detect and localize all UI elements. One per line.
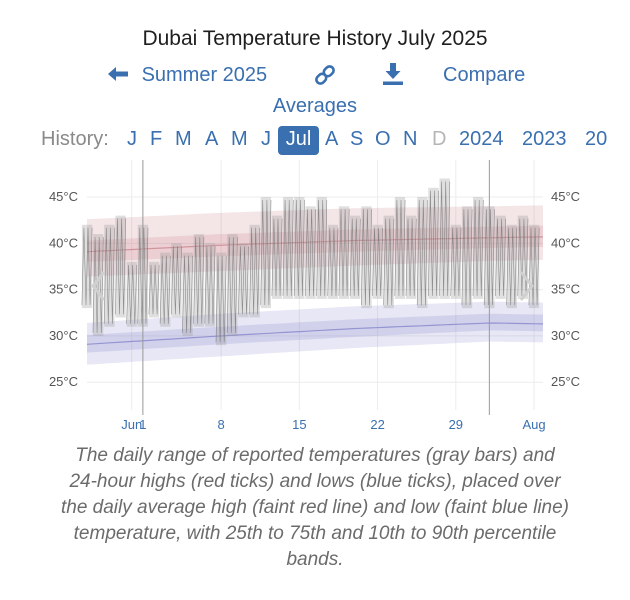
daily-trace bbox=[126, 264, 138, 324]
month-aug[interactable]: A bbox=[325, 128, 339, 150]
daily-trace bbox=[495, 218, 506, 296]
low-p10-p90-band bbox=[87, 301, 543, 365]
daily-trace bbox=[293, 199, 305, 296]
daily-trace bbox=[226, 237, 238, 333]
y-tick-label-right: 45°C bbox=[551, 189, 580, 204]
daily-trace bbox=[517, 218, 529, 296]
y-tick-label-right: 25°C bbox=[551, 374, 580, 389]
y-tick-label-left: 30°C bbox=[49, 328, 78, 343]
daily-trace bbox=[439, 181, 451, 296]
y-tick-label-left: 25°C bbox=[49, 374, 78, 389]
daily-trace bbox=[260, 199, 272, 306]
daily-trace bbox=[103, 227, 115, 324]
x-tick-label: Jun bbox=[121, 417, 142, 432]
low-p25-p75-band bbox=[87, 313, 543, 353]
back-button-label: Summer 2025 bbox=[141, 64, 268, 86]
daily-trace bbox=[361, 209, 372, 306]
daily-trace bbox=[148, 264, 160, 315]
daily-trace bbox=[383, 218, 395, 306]
daily-trace bbox=[338, 209, 350, 296]
y-tick-label-right: 40°C bbox=[551, 235, 580, 250]
x-tick-label: Aug bbox=[522, 417, 545, 432]
daily-trace bbox=[159, 255, 171, 324]
chart-month-lines bbox=[142, 158, 490, 415]
month-oct[interactable]: O bbox=[375, 128, 391, 150]
month-sep[interactable]: S bbox=[350, 128, 364, 150]
averages-link[interactable]: Averages bbox=[272, 95, 358, 117]
compare-button[interactable]: Compare bbox=[443, 64, 526, 86]
x-tick-label: 8 bbox=[218, 417, 225, 432]
back-button[interactable]: Summer 2025 bbox=[106, 62, 267, 88]
chevron-right-icon[interactable] bbox=[519, 271, 534, 301]
daily-trace bbox=[372, 227, 383, 296]
y-tick-label-right: 30°C bbox=[551, 328, 580, 343]
daily-trace bbox=[472, 199, 484, 296]
daily-trace bbox=[349, 218, 361, 296]
daily-trace bbox=[528, 227, 540, 306]
daily-trace bbox=[428, 190, 439, 296]
y-tick-label-left: 40°C bbox=[49, 235, 78, 250]
daily-trace bbox=[171, 246, 182, 315]
temperature-chart-svg: 25°C 25°C 30°C 30°C 35°C 35°C 40°C 40°C 45°C 45°C… bbox=[49, 158, 580, 432]
month-mar[interactable]: M bbox=[175, 128, 192, 150]
chevron-left-icon[interactable] bbox=[91, 271, 106, 301]
history-nav: History: J F M A M J Jul A S O N D 2024 … bbox=[0, 126, 630, 156]
month-dec: D bbox=[432, 128, 447, 150]
chart-bars bbox=[81, 178, 540, 346]
y-tick-label-left: 45°C bbox=[49, 189, 78, 204]
daily-trace bbox=[193, 237, 205, 324]
x-tick-label: 15 bbox=[292, 417, 306, 432]
month-apr[interactable]: A bbox=[205, 128, 219, 150]
daily-trace bbox=[204, 246, 216, 324]
daily-trace bbox=[115, 218, 126, 315]
chart-caption: The daily range of reported temperatures… bbox=[60, 445, 570, 570]
temperature-chart: 25°C 25°C 30°C 30°C 35°C 35°C 40°C 40°C 45°C 45°C… bbox=[0, 158, 630, 440]
daily-trace bbox=[238, 246, 249, 315]
x-tick-label: 22 bbox=[370, 417, 384, 432]
daily-trace bbox=[506, 227, 518, 306]
month-jun[interactable]: J bbox=[261, 128, 271, 150]
arrow-left-icon bbox=[108, 67, 128, 81]
link-button[interactable] bbox=[313, 63, 337, 94]
chart-axis-labels: 25°C 25°C 30°C 30°C 35°C 35°C 40°C 40°C 45°C 45°C… bbox=[49, 189, 580, 432]
daily-trace bbox=[182, 255, 193, 333]
y-tick-label-left: 35°C bbox=[49, 282, 78, 297]
download-icon bbox=[383, 63, 403, 85]
page-title: Dubai Temperature History July 2025 bbox=[142, 27, 488, 50]
year-2024[interactable]: 2024 bbox=[459, 128, 504, 150]
daily-trace bbox=[81, 227, 93, 306]
daily-trace bbox=[327, 227, 339, 296]
daily-trace bbox=[461, 209, 473, 306]
daily-trace bbox=[450, 227, 462, 296]
month-jan[interactable]: J bbox=[127, 128, 137, 150]
x-tick-label: 29 bbox=[449, 417, 463, 432]
month-may[interactable]: M bbox=[231, 128, 248, 150]
daily-trace bbox=[271, 218, 283, 296]
avg-low-line bbox=[86, 322, 544, 345]
x-tick-label: 1 bbox=[139, 417, 146, 432]
daily-trace bbox=[305, 209, 316, 296]
daily-trace bbox=[416, 199, 428, 306]
month-nov[interactable]: N bbox=[403, 128, 418, 150]
daily-trace bbox=[92, 237, 104, 333]
year-2023[interactable]: 2023 bbox=[522, 128, 567, 150]
month-jul-selected[interactable]: Jul bbox=[278, 126, 319, 155]
daily-trace bbox=[316, 199, 328, 296]
daily-trace bbox=[394, 199, 406, 296]
daily-trace bbox=[249, 227, 261, 315]
link-icon bbox=[315, 65, 335, 85]
download-button[interactable] bbox=[382, 62, 404, 93]
daily-trace bbox=[215, 255, 227, 343]
month-feb[interactable]: F bbox=[150, 128, 163, 150]
y-tick-label-right: 35°C bbox=[551, 282, 580, 297]
toolbar: Summer 2025 Compare bbox=[0, 62, 630, 90]
daily-trace bbox=[282, 199, 294, 296]
daily-trace bbox=[405, 218, 417, 296]
year-20-partial[interactable]: 20 bbox=[585, 128, 608, 150]
history-label: History: bbox=[41, 128, 109, 150]
